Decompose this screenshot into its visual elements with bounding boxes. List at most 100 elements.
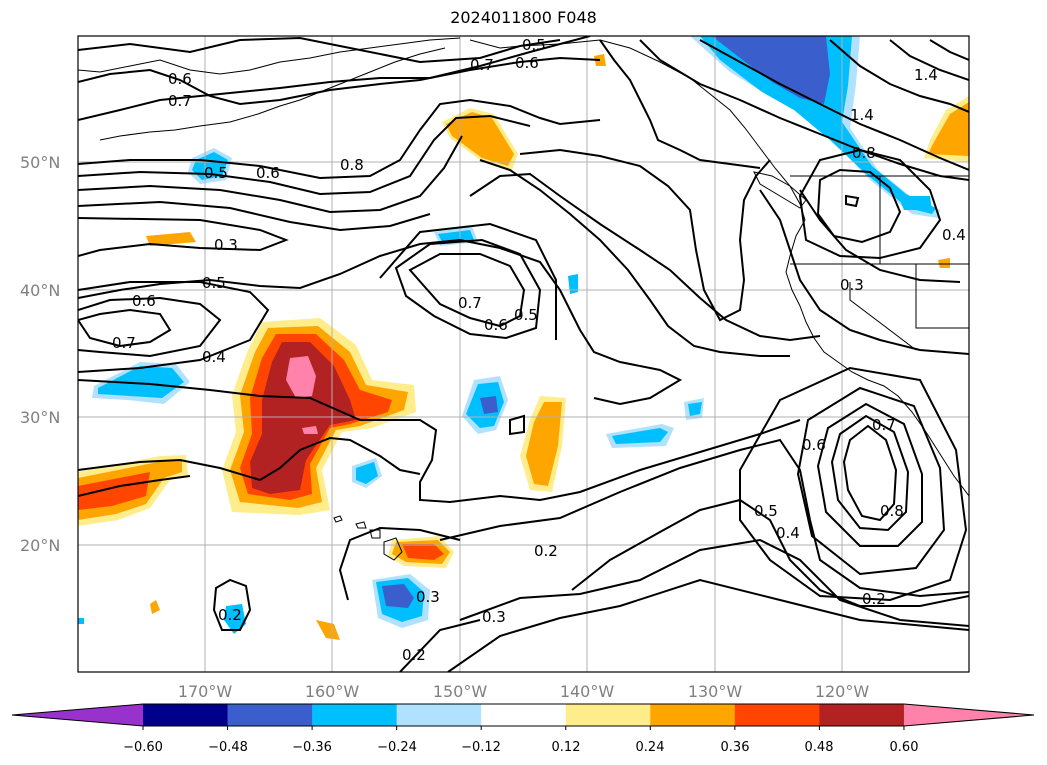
contour-line bbox=[889, 39, 969, 81]
contour-line bbox=[78, 114, 531, 196]
colorbar-tick-label: −0.48 bbox=[208, 740, 248, 755]
contour-label: 0.3 bbox=[214, 236, 238, 254]
lat-label: 40°N bbox=[20, 281, 60, 300]
contour-line bbox=[394, 238, 542, 340]
contour-line bbox=[379, 222, 557, 340]
colorbar bbox=[11, 703, 1035, 730]
contour-label: 0.5 bbox=[204, 164, 228, 182]
lon-label: 160°W bbox=[305, 682, 360, 701]
contour-line bbox=[408, 253, 526, 328]
cold-region bbox=[700, 36, 936, 214]
contour-line bbox=[639, 39, 969, 181]
contour-label: 0.8 bbox=[852, 144, 876, 162]
coastline bbox=[753, 171, 807, 209]
warm-region bbox=[146, 232, 196, 246]
coastline bbox=[333, 515, 343, 523]
contour-line bbox=[929, 39, 969, 61]
contour-line bbox=[830, 414, 910, 532]
lat-label: 20°N bbox=[20, 536, 60, 555]
contour-line bbox=[78, 379, 801, 504]
colorbar-tick-label: −0.36 bbox=[292, 740, 332, 755]
colorbar-extend-low bbox=[12, 704, 143, 726]
lon-label: 120°W bbox=[815, 682, 870, 701]
contour-line bbox=[829, 39, 969, 113]
contour-line bbox=[571, 498, 969, 607]
contour-label: 0.8 bbox=[880, 502, 904, 520]
colorbar-tick-label: −0.12 bbox=[461, 740, 501, 755]
colorbar-tick-labels: −0.60 −0.48 −0.36 −0.24 −0.12 0.12 0.24 … bbox=[123, 740, 918, 755]
colorbar-tick-label: 0.24 bbox=[636, 740, 665, 755]
contour-line bbox=[78, 308, 172, 348]
contour-line bbox=[799, 189, 961, 283]
contour-label: 0.2 bbox=[218, 606, 242, 624]
warm-region bbox=[526, 402, 562, 486]
contour-line bbox=[699, 39, 969, 171]
colorbar-segment bbox=[312, 704, 398, 726]
contour-line bbox=[469, 172, 821, 342]
contour-label: 0.5 bbox=[522, 36, 546, 54]
contour-label: 0.3 bbox=[482, 608, 506, 626]
warm-region bbox=[78, 472, 150, 510]
colorbar-segment bbox=[143, 704, 229, 726]
contour-label: 1.4 bbox=[914, 66, 938, 84]
contour-layer bbox=[78, 36, 969, 672]
cold-region bbox=[98, 366, 184, 398]
contour-line bbox=[78, 200, 431, 232]
contour-line bbox=[78, 281, 270, 373]
map-frame bbox=[77, 35, 970, 673]
colorbar-tick-label: 0.60 bbox=[890, 740, 919, 755]
warm-region bbox=[316, 620, 340, 640]
contour-line bbox=[447, 578, 969, 672]
cold-region bbox=[688, 402, 702, 416]
contour-line bbox=[78, 296, 222, 358]
colorbar-segment bbox=[227, 704, 313, 726]
contour-label: 0.2 bbox=[862, 590, 886, 608]
colorbar-tick-label: 0.36 bbox=[721, 740, 750, 755]
colorbar-segment bbox=[481, 704, 567, 726]
contour-line bbox=[599, 39, 761, 169]
coastline bbox=[355, 521, 367, 529]
contour-label: 0.2 bbox=[534, 542, 558, 560]
colorbar-segment bbox=[819, 704, 905, 726]
colorbar-segment bbox=[396, 704, 482, 726]
contour-label: 0.3 bbox=[840, 276, 864, 294]
shading-layer bbox=[78, 36, 969, 640]
contour-label: 0.4 bbox=[776, 524, 800, 542]
lon-label: 170°W bbox=[178, 682, 233, 701]
contour-line bbox=[739, 366, 968, 602]
contour-line bbox=[479, 159, 790, 357]
cold-region bbox=[480, 396, 498, 414]
contour-label: 0.6 bbox=[515, 54, 539, 72]
colorbar-tick-label: 0.12 bbox=[552, 740, 581, 755]
colorbar-tick-label: −0.60 bbox=[123, 740, 163, 755]
contour-line bbox=[842, 424, 898, 522]
contour-line bbox=[845, 194, 860, 208]
contour-label: 0.8 bbox=[340, 156, 364, 174]
contour-label: 0.6 bbox=[168, 70, 192, 88]
cold-region bbox=[568, 274, 578, 294]
contour-line bbox=[78, 36, 561, 64]
border bbox=[849, 282, 917, 351]
colorbar-segment bbox=[734, 704, 820, 726]
cold-region bbox=[898, 196, 932, 210]
contour-line bbox=[338, 526, 461, 601]
coastline bbox=[469, 39, 806, 221]
warm-region bbox=[938, 258, 950, 268]
contour-label: 0.7 bbox=[470, 56, 494, 74]
cold-region bbox=[712, 36, 830, 104]
colorbar-segment bbox=[650, 704, 736, 726]
contour-label: 0.6 bbox=[484, 316, 508, 334]
contour-line bbox=[759, 189, 969, 355]
cold-region bbox=[356, 462, 378, 484]
lon-label: 150°W bbox=[433, 682, 488, 701]
contour-label: 0.2 bbox=[402, 646, 426, 664]
lon-label: 140°W bbox=[560, 682, 615, 701]
contour-label: 0.4 bbox=[942, 226, 966, 244]
warm-region bbox=[302, 426, 318, 434]
contour-line bbox=[212, 578, 252, 631]
warm-region bbox=[250, 342, 356, 494]
lat-label: 30°N bbox=[20, 408, 60, 427]
contour-label: 0.3 bbox=[416, 588, 440, 606]
warm-region bbox=[286, 356, 316, 398]
